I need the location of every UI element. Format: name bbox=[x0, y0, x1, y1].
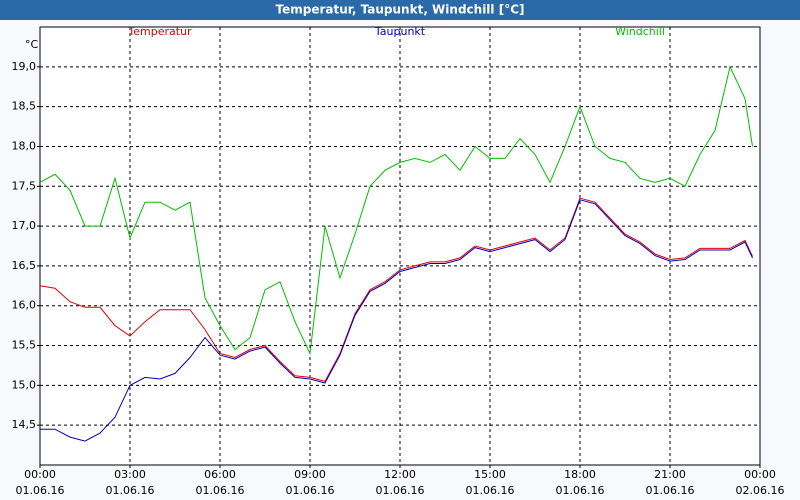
x-tick-date: 01.06.16 bbox=[376, 484, 425, 497]
y-tick-label: 15,0 bbox=[12, 378, 37, 391]
y-tick-label: 18,5 bbox=[12, 100, 37, 113]
x-tick-label: 06:00 bbox=[204, 468, 236, 481]
y-tick-label: 19,0 bbox=[12, 60, 37, 73]
series-line bbox=[39, 197, 753, 382]
x-tick-label: 00:00 bbox=[744, 468, 776, 481]
x-tick-date: 01.06.16 bbox=[286, 484, 335, 497]
y-unit: °C bbox=[25, 38, 39, 51]
y-tick-label: 18,0 bbox=[12, 139, 37, 152]
y-tick-label: 17,0 bbox=[12, 219, 37, 232]
x-tick-date: 02.06.16 bbox=[736, 484, 785, 497]
y-tick-label: 15,5 bbox=[12, 339, 37, 352]
y-tick-label: 14,5 bbox=[12, 418, 37, 431]
legend-label: Taupunkt bbox=[374, 25, 426, 38]
x-tick-label: 00:00 bbox=[24, 468, 56, 481]
x-tick-date: 01.06.16 bbox=[16, 484, 65, 497]
series-line bbox=[39, 65, 753, 356]
x-tick-label: 21:00 bbox=[654, 468, 686, 481]
y-tick-label: 17,5 bbox=[12, 179, 37, 192]
chart-title: Temperatur, Taupunkt, Windchill [°C] bbox=[276, 3, 525, 17]
x-tick-label: 15:00 bbox=[474, 468, 506, 481]
x-tick-label: 12:00 bbox=[384, 468, 416, 481]
x-tick-date: 01.06.16 bbox=[196, 484, 245, 497]
legend-label: Windchill bbox=[615, 25, 665, 38]
legend-label: Temperatur bbox=[127, 25, 192, 38]
x-tick-label: 03:00 bbox=[114, 468, 146, 481]
x-tick-date: 01.06.16 bbox=[646, 484, 695, 497]
y-tick-label: 16,5 bbox=[12, 259, 37, 272]
title-bar bbox=[0, 0, 800, 20]
y-tick-label: 16,0 bbox=[12, 299, 37, 312]
series-line bbox=[40, 199, 753, 442]
x-tick-label: 18:00 bbox=[564, 468, 596, 481]
x-tick-label: 09:00 bbox=[294, 468, 326, 481]
x-tick-date: 01.06.16 bbox=[466, 484, 515, 497]
x-tick-date: 01.06.16 bbox=[106, 484, 155, 497]
x-tick-date: 01.06.16 bbox=[556, 484, 605, 497]
